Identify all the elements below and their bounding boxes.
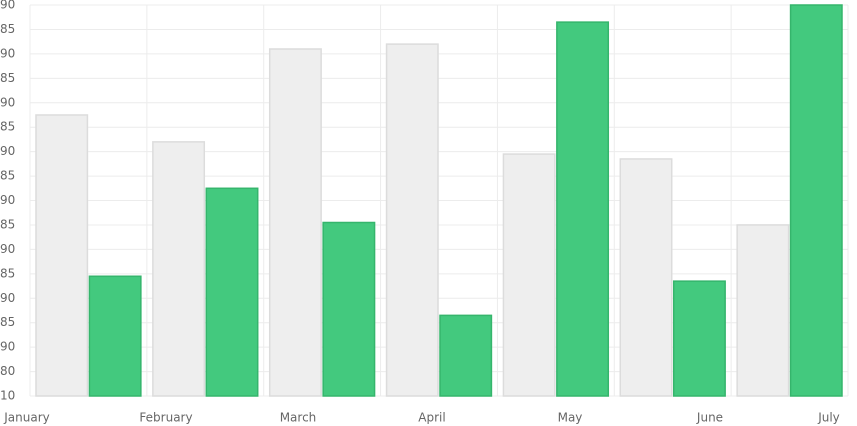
y-tick-label: 90 [0,46,15,60]
bar [322,221,376,397]
y-tick-label: 85 [0,315,15,329]
bar [789,4,843,397]
y-tick-label: 90 [0,242,15,256]
bar [268,48,322,397]
x-tick-label: April [418,411,445,425]
bar [385,43,439,397]
y-tick-label: 90 [0,95,15,109]
y-tick-label: 90 [0,291,15,305]
y-tick-label: 90 [0,0,15,12]
x-tick-label: June [696,411,723,425]
bar [88,275,142,397]
y-tick-label: 90 [0,340,15,354]
x-tick-label: March [280,411,317,425]
x-tick-label: July [817,411,840,425]
bar [35,114,89,397]
y-tick-label: 85 [0,266,15,280]
y-tick-label: 85 [0,120,15,134]
bar [556,21,610,397]
x-tick-label: January [3,411,50,425]
bar [439,314,493,397]
y-tick-label: 80 [0,364,15,378]
bar [152,141,206,397]
y-tick-label: 85 [0,22,15,36]
bar [619,158,673,397]
bar [205,187,259,397]
x-tick-label: February [139,411,192,425]
y-tick-label: 85 [0,217,15,231]
y-tick-label: 85 [0,71,15,85]
bar [736,224,790,397]
x-tick-label: May [558,411,583,425]
y-tick-label: 10 [0,389,15,403]
bar [502,153,556,397]
y-tick-label: 90 [0,193,15,207]
y-tick-label: 90 [0,144,15,158]
bar [672,280,726,397]
y-tick-label: 85 [0,169,15,183]
